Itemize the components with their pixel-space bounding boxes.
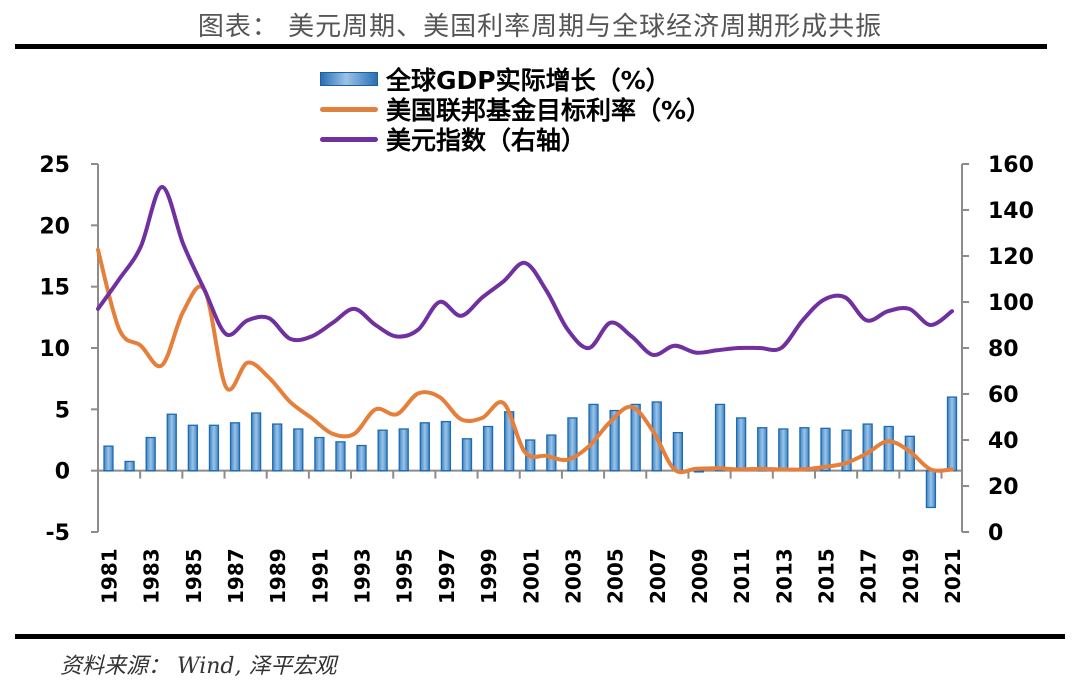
gdp-bar xyxy=(799,427,810,472)
x-tick-label: 1989 xyxy=(266,548,290,604)
right-y-tick-label: 40 xyxy=(988,429,1019,454)
gdp-bar xyxy=(883,425,894,472)
gdp-bar xyxy=(293,428,304,472)
x-tick-label: 2015 xyxy=(814,548,838,604)
legend: 全球GDP实际增长（%） 美国联邦基金目标利率（%） 美元指数（右轴） xyxy=(320,64,712,155)
gdp-bar xyxy=(609,409,620,472)
x-tick-label: 2005 xyxy=(604,548,628,604)
right-y-tick-label: 140 xyxy=(988,199,1034,224)
axes xyxy=(91,163,969,533)
right-y-tick-label: 20 xyxy=(988,475,1019,500)
left-y-tick-label: 20 xyxy=(39,214,70,239)
legend-label: 美国联邦基金目标利率（%） xyxy=(386,96,712,125)
legend-swatch-line xyxy=(320,136,378,142)
legend-swatch-line xyxy=(320,106,378,112)
x-tick-label: 1985 xyxy=(182,548,206,604)
fed-rate-line xyxy=(96,247,954,475)
gdp-bar xyxy=(461,438,473,472)
gdp-bar xyxy=(103,445,114,472)
legend-item-fed-rate: 美国联邦基金目标利率（%） xyxy=(320,94,712,125)
gdp-bar xyxy=(229,422,241,472)
footer-rule xyxy=(15,634,1065,639)
gdp-bar xyxy=(377,429,388,472)
gdp-bar xyxy=(672,431,684,472)
dollar-index-line xyxy=(96,185,954,357)
gdp-bar xyxy=(757,427,768,472)
right-y-tick-label: 80 xyxy=(988,337,1019,362)
gdp-bar xyxy=(272,423,283,472)
gdp-bar xyxy=(419,422,430,472)
left-y-tick-label: 0 xyxy=(55,460,70,485)
x-tick-label: 2019 xyxy=(899,548,923,604)
legend-label: 全球GDP实际增长（%） xyxy=(386,66,671,95)
x-tick-label: 2003 xyxy=(561,548,585,604)
x-tick-label: 1983 xyxy=(140,548,164,604)
gdp-bar xyxy=(946,396,958,472)
right-y-tick-label: 60 xyxy=(988,383,1019,408)
x-tick-label: 2001 xyxy=(519,548,543,604)
gdp-bar xyxy=(693,470,705,473)
gdp-bar xyxy=(841,429,852,472)
bar-series xyxy=(103,396,958,509)
x-tick-label: 1981 xyxy=(98,548,122,604)
x-tick-label: 1995 xyxy=(393,548,417,604)
gdp-bar xyxy=(124,460,135,472)
right-y-tick-label: 120 xyxy=(988,245,1034,270)
left-y-tick-label: 5 xyxy=(55,398,70,423)
gdp-bar xyxy=(820,427,831,472)
x-tick-label: 1997 xyxy=(435,548,459,604)
x-tick-label: 2013 xyxy=(772,548,796,604)
legend-item-dxy: 美元指数（右轴） xyxy=(320,124,711,155)
right-y-tick-label: 0 xyxy=(988,521,1003,546)
x-tick-label: 1991 xyxy=(308,548,332,604)
source-note: 资料来源： Wind, 泽平宏观 xyxy=(60,654,337,679)
gdp-bar xyxy=(145,436,156,472)
gdp-bar xyxy=(398,428,409,472)
gdp-bar xyxy=(735,417,747,472)
line-series xyxy=(96,185,954,475)
x-tick-label: 2017 xyxy=(857,548,881,604)
gdp-bar xyxy=(546,434,557,472)
gdp-bar xyxy=(356,444,367,472)
chart-title: 图表： 美元周期、美国利率周期与全球经济周期形成共振 xyxy=(197,12,883,42)
gdp-bar xyxy=(630,403,641,472)
x-tick-label: 2011 xyxy=(730,548,754,604)
x-tick-label: 2009 xyxy=(688,548,712,604)
x-tick-label: 2021 xyxy=(941,548,965,604)
gdp-bar xyxy=(335,441,346,472)
gdp-bar xyxy=(314,436,325,472)
legend-swatch-bar xyxy=(320,72,378,86)
gdp-bar xyxy=(567,417,578,472)
x-tick-label: 1987 xyxy=(224,548,248,604)
gdp-bar xyxy=(714,403,726,472)
left-y-tick-label: 25 xyxy=(39,153,70,178)
gdp-bar xyxy=(778,428,789,472)
right-y-tick-label: 100 xyxy=(988,291,1034,316)
header-rule xyxy=(15,44,1047,49)
gdp-bar xyxy=(482,425,494,472)
legend-label: 美元指数（右轴） xyxy=(386,126,587,155)
left-y-tick-label: -5 xyxy=(46,521,70,546)
gdp-bar xyxy=(862,423,873,472)
right-y-tick-label: 160 xyxy=(988,153,1034,178)
legend-item-gdp: 全球GDP实际增长（%） xyxy=(320,64,711,95)
gdp-bar xyxy=(440,420,452,472)
left-y-tick-label: 15 xyxy=(39,276,70,301)
gdp-bar xyxy=(208,424,220,472)
left-y-tick-label: 10 xyxy=(39,337,70,362)
gdp-bar xyxy=(187,424,199,472)
x-tick-label: 1993 xyxy=(351,548,375,604)
gdp-bar xyxy=(250,412,262,472)
x-tick-label: 2007 xyxy=(646,548,670,604)
gdp-bar xyxy=(166,413,177,472)
gdp-bar xyxy=(925,470,937,509)
x-tick-label: 1999 xyxy=(477,548,501,604)
